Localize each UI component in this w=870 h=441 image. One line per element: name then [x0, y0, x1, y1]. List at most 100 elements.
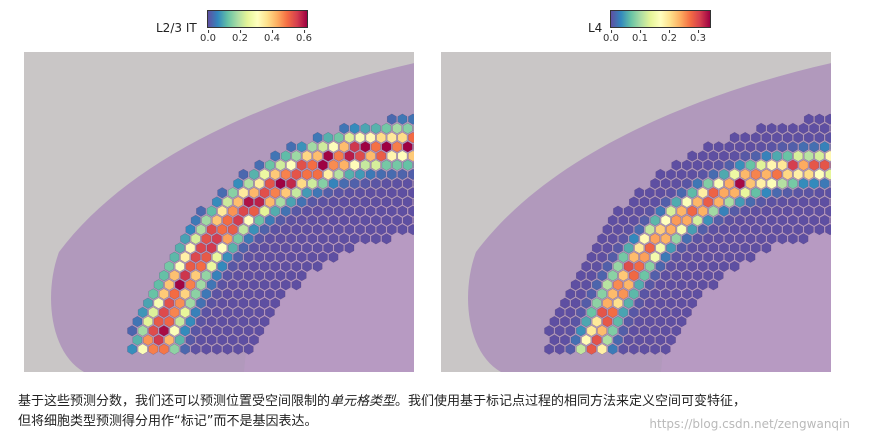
spot — [766, 233, 777, 245]
spot — [756, 196, 766, 208]
spot — [386, 205, 397, 217]
spot — [196, 297, 206, 309]
spot — [735, 159, 745, 171]
spot — [745, 178, 756, 190]
spot — [217, 260, 228, 272]
spot — [660, 178, 671, 190]
spot — [386, 187, 397, 199]
spot — [286, 196, 296, 208]
spot — [740, 242, 751, 254]
spot — [735, 214, 745, 226]
spot — [286, 214, 296, 226]
spot — [365, 150, 376, 162]
spot — [254, 159, 265, 171]
spot — [682, 288, 692, 300]
spot — [809, 122, 819, 134]
spot — [697, 187, 708, 199]
spot — [333, 150, 344, 162]
spot — [570, 279, 581, 291]
spot — [740, 132, 751, 144]
spot — [217, 224, 228, 236]
spot — [265, 233, 275, 245]
spot — [809, 141, 819, 153]
spot — [227, 205, 238, 217]
tissue-region — [661, 202, 831, 372]
spot — [333, 132, 344, 144]
spatial-svg — [468, 63, 831, 372]
spot — [371, 233, 381, 245]
spot — [576, 325, 586, 337]
spot — [798, 233, 809, 245]
spot — [825, 132, 831, 144]
spot — [581, 279, 592, 291]
spot — [302, 205, 312, 217]
spot — [137, 306, 148, 318]
spot — [607, 306, 618, 318]
spot — [376, 224, 387, 236]
spot — [349, 196, 360, 208]
spot — [275, 251, 286, 263]
spot — [607, 214, 618, 226]
spot — [381, 214, 392, 226]
spot — [729, 260, 740, 272]
spot — [761, 224, 772, 236]
spot — [655, 242, 666, 254]
spot — [222, 251, 233, 263]
spot — [360, 233, 371, 245]
spot — [312, 224, 323, 236]
spot — [318, 159, 328, 171]
spot — [782, 187, 793, 199]
spot — [666, 279, 676, 291]
spot — [655, 260, 666, 272]
spot — [392, 159, 402, 171]
spot — [249, 205, 259, 217]
spot — [349, 214, 360, 226]
spot — [323, 168, 334, 180]
spot — [713, 270, 724, 282]
spot — [565, 343, 576, 355]
spot — [280, 187, 291, 199]
spot — [655, 297, 666, 309]
spot — [708, 150, 719, 162]
spot — [222, 343, 233, 355]
spot — [153, 297, 164, 309]
spot — [238, 297, 249, 309]
spot — [766, 178, 777, 190]
spot — [164, 297, 175, 309]
spot — [750, 132, 761, 144]
spot — [581, 260, 592, 272]
colorbar-tick: 0.2 — [232, 30, 248, 44]
caption-text-3: 但将细胞类型预测得分用作“标记”而不是基因表达。 — [18, 414, 318, 429]
spot — [212, 288, 222, 300]
spot — [803, 224, 814, 236]
spot — [814, 150, 825, 162]
spot — [719, 150, 729, 162]
spot — [650, 233, 660, 245]
spot — [618, 214, 629, 226]
spot — [745, 141, 756, 153]
spot — [629, 270, 639, 282]
spot — [275, 196, 286, 208]
spot — [666, 297, 676, 309]
spot — [650, 251, 660, 263]
spot — [238, 334, 249, 346]
spot — [745, 214, 756, 226]
spot — [365, 187, 376, 199]
spot — [307, 178, 318, 190]
spot — [766, 141, 777, 153]
spot — [227, 260, 238, 272]
spot — [323, 224, 334, 236]
spot — [408, 113, 414, 125]
spot — [788, 122, 798, 134]
spot — [265, 251, 275, 263]
spot — [798, 159, 809, 171]
spot — [206, 334, 217, 346]
spot — [629, 196, 639, 208]
spot — [174, 316, 185, 328]
spot — [687, 205, 698, 217]
spot — [682, 178, 692, 190]
spot — [692, 214, 703, 226]
spot — [259, 224, 270, 236]
spot — [772, 168, 782, 180]
spot — [201, 233, 212, 245]
